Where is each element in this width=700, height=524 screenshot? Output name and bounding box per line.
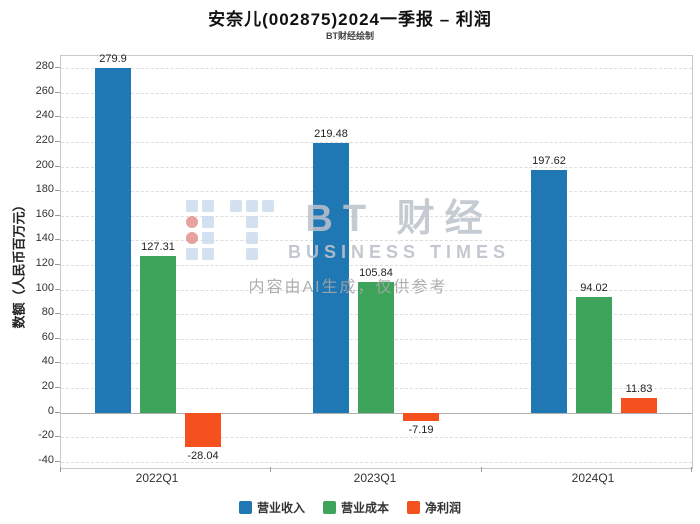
x-tick-label: 2024Q1 <box>571 471 615 485</box>
y-tick-mark <box>55 460 60 462</box>
legend: 营业收入 营业成本 净利润 <box>0 499 700 516</box>
legend-item-净利润[interactable]: 净利润 <box>407 499 461 516</box>
chart-subtitle: BT财经绘制 <box>326 31 374 41</box>
y-tick-mark <box>55 116 60 118</box>
y-tick-label: 0 <box>47 404 54 417</box>
bar-营业成本-2023Q1 <box>358 282 394 413</box>
gridline <box>61 461 692 463</box>
x-tick-mark <box>60 467 61 472</box>
gridline <box>61 265 692 267</box>
legend-swatch <box>238 501 252 514</box>
legend-swatch <box>407 501 420 514</box>
legend-label: 营业收入 <box>256 501 305 515</box>
bar-营业成本-2024Q1 <box>576 297 612 413</box>
bar-value-label: -7.19 <box>408 424 434 437</box>
y-tick-mark <box>55 411 60 413</box>
bar-净利润-2022Q1 <box>185 412 221 448</box>
y-tick-mark <box>55 362 60 364</box>
y-tick-mark <box>55 288 60 290</box>
y-tick-label: 100 <box>35 281 54 294</box>
bar-value-label: 11.83 <box>625 383 653 396</box>
chart-title: 安奈儿(002875)2024一季报 – 利润 <box>208 10 492 29</box>
y-tick-mark <box>55 67 60 69</box>
y-tick-mark <box>55 436 60 438</box>
y-tick-label: 80 <box>41 306 54 319</box>
y-tick-mark <box>55 214 60 216</box>
x-tick-label: 2023Q1 <box>353 471 397 485</box>
y-tick-mark <box>55 165 60 167</box>
y-tick-mark <box>55 313 60 315</box>
y-tick-mark <box>55 141 60 143</box>
y-tick-mark <box>55 387 60 389</box>
y-tick-label: 240 <box>35 109 54 122</box>
bar-营业成本-2022Q1 <box>140 256 176 413</box>
gridline <box>61 142 692 144</box>
x-tick-label: 2022Q1 <box>135 471 179 485</box>
y-tick-label: -40 <box>38 453 54 466</box>
gridline <box>61 191 692 193</box>
bar-营业收入-2022Q1 <box>95 68 131 413</box>
bar-净利润-2023Q1 <box>403 412 439 422</box>
y-tick-label: 20 <box>41 380 54 393</box>
legend-item-营业成本[interactable]: 营业成本 <box>322 499 389 516</box>
x-tick-mark <box>270 467 271 472</box>
y-tick-label: 40 <box>41 355 54 368</box>
bar-value-label: 279.9 <box>99 53 127 66</box>
bar-value-label: 105.84 <box>359 267 393 280</box>
y-tick-mark <box>55 264 60 266</box>
bar-value-label: 127.31 <box>141 241 175 254</box>
y-tick-mark <box>55 91 60 93</box>
bar-value-label: 219.48 <box>314 127 348 140</box>
y-tick-label: -20 <box>38 429 54 442</box>
gridline <box>61 68 692 70</box>
y-tick-label: 120 <box>35 257 54 270</box>
y-tick-label: 180 <box>35 183 54 196</box>
y-tick-label: 200 <box>35 158 54 171</box>
bar-营业收入-2023Q1 <box>313 142 349 413</box>
gridline <box>61 166 692 168</box>
bar-value-label: 94.02 <box>580 282 608 295</box>
legend-item-营业收入[interactable]: 营业收入 <box>238 499 305 516</box>
gridline <box>61 412 692 414</box>
bar-净利润-2024Q1 <box>621 398 657 413</box>
x-tick-mark <box>481 467 482 472</box>
y-tick-mark <box>55 239 60 241</box>
bar-value-label: -28.04 <box>187 450 219 463</box>
y-tick-mark <box>55 337 60 339</box>
y-tick-label: 140 <box>35 232 54 245</box>
gridline <box>61 92 692 94</box>
legend-swatch <box>322 501 336 514</box>
gridline <box>61 215 692 217</box>
gridline <box>61 437 692 439</box>
y-tick-label: 220 <box>35 134 54 147</box>
gridline <box>61 117 692 119</box>
y-tick-label: 60 <box>41 330 54 343</box>
bar-营业收入-2024Q1 <box>531 169 567 413</box>
gridline <box>61 240 692 242</box>
x-tick-mark <box>691 467 692 472</box>
legend-label: 净利润 <box>425 501 462 515</box>
y-tick-label: 260 <box>35 84 54 97</box>
legend-label: 营业成本 <box>340 501 389 515</box>
plot-area: 279.9 219.48 197.62 127.31 105.84 94.02 -28.04… <box>60 53 693 469</box>
y-tick-label: 160 <box>35 207 54 220</box>
bar-value-label: 197.62 <box>532 154 566 167</box>
y-tick-label: 280 <box>35 60 54 73</box>
y-tick-mark <box>55 190 60 192</box>
